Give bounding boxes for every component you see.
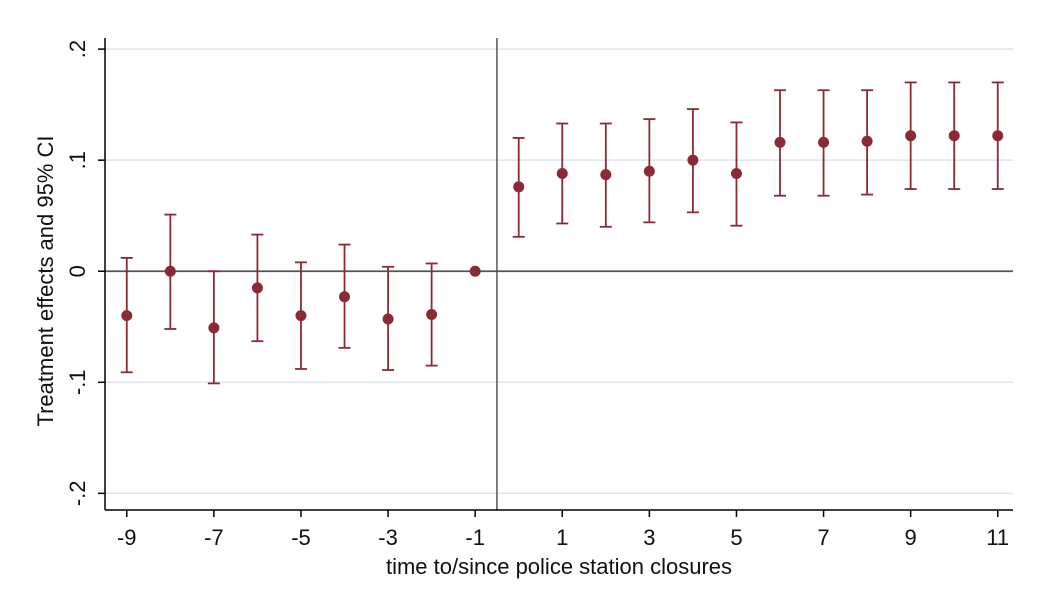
y-tick-label: -.1 <box>65 369 90 395</box>
x-tick-label: 5 <box>730 525 742 550</box>
point-estimate <box>861 135 873 147</box>
x-tick-label: 3 <box>643 525 655 550</box>
point-estimate <box>295 310 307 322</box>
point-estimate <box>556 167 568 179</box>
x-tick-label: -5 <box>291 525 311 550</box>
point-estimate <box>687 154 699 166</box>
x-tick-label: -9 <box>117 525 137 550</box>
grid-lines <box>105 48 1013 495</box>
y-tick-label: -.2 <box>65 480 90 506</box>
point-estimate <box>818 136 830 148</box>
x-tick-label: 7 <box>817 525 829 550</box>
y-tick-label: 0 <box>65 265 90 277</box>
point-estimate <box>992 130 1004 142</box>
point-estimate <box>251 282 263 294</box>
point-estimate <box>208 322 220 334</box>
y-tick-label: .1 <box>65 151 90 169</box>
x-tick-label: -3 <box>378 525 398 550</box>
point-estimate <box>600 169 612 181</box>
y-tick-label: .2 <box>65 40 90 58</box>
point-estimate <box>469 265 481 277</box>
x-tick-label: 11 <box>986 525 1009 550</box>
point-estimate <box>121 310 133 322</box>
tick-labels: -.2 -.1 0 .1 .2 -9 -7 -5 -3 -1 1 3 5 7 9 11 <box>65 40 1009 550</box>
point-estimate <box>643 165 655 177</box>
x-tick-label: -1 <box>465 525 485 550</box>
point-estimate <box>905 130 917 142</box>
point-estimate <box>730 167 742 179</box>
reference-lines <box>105 38 1013 510</box>
point-estimate <box>382 313 394 325</box>
axes <box>98 38 1013 517</box>
point-estimate <box>164 265 176 277</box>
x-tick-label: 1 <box>556 525 568 550</box>
error-bars <box>120 81 1004 385</box>
y-axis-title: Treatment effects and 95% CI <box>33 135 58 426</box>
point-estimate <box>513 181 525 193</box>
x-axis-title: time to/since police station closures <box>386 554 732 579</box>
point-estimate <box>426 309 438 321</box>
point-estimate <box>774 136 786 148</box>
point-estimates <box>121 130 1004 334</box>
x-tick-label: 9 <box>905 525 917 550</box>
x-tick-label: -7 <box>204 525 224 550</box>
point-estimate <box>948 130 960 142</box>
point-estimate <box>339 291 351 303</box>
